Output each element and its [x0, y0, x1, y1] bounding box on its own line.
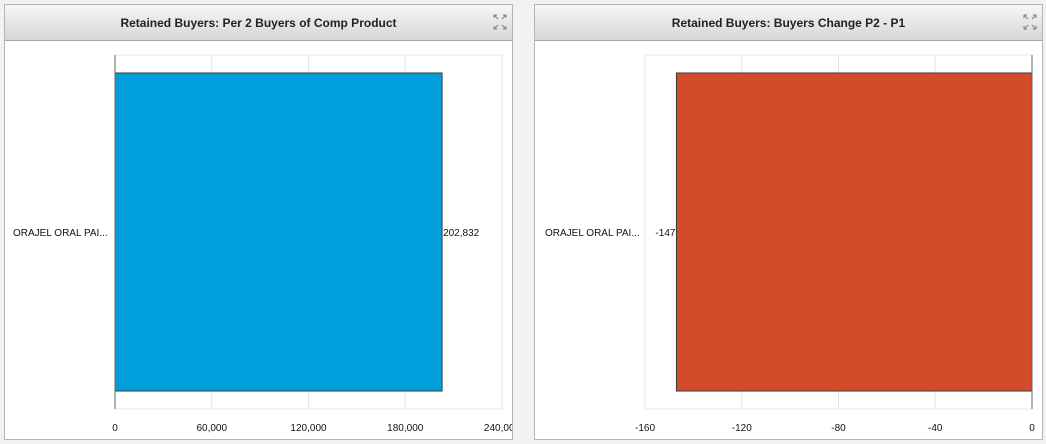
x-tick-label: 60,000 [196, 423, 227, 434]
x-tick-label: -120 [732, 423, 752, 434]
x-tick-label: 240,000 [484, 423, 512, 434]
chart-panel-right: Retained Buyers: Buyers Change P2 - P1 -… [534, 4, 1043, 440]
category-label: ORAJEL ORAL PAI... [13, 228, 108, 239]
bar-chart-buyers: 0 60,000 120,000 180,000 240,000 202,832 ORAJE… [13, 54, 512, 434]
expand-arrows-icon[interactable] [1023, 14, 1037, 30]
panel-header: Retained Buyers: Per 2 Buyers of Comp Pr… [5, 5, 512, 41]
chart-panel-left: Retained Buyers: Per 2 Buyers of Comp Pr… [4, 4, 513, 440]
panel-header: Retained Buyers: Buyers Change P2 - P1 [535, 5, 1042, 41]
bar[interactable] [675, 72, 1033, 392]
bar[interactable] [114, 72, 443, 392]
x-tick-label: 120,000 [290, 423, 327, 434]
expand-arrows-icon[interactable] [493, 14, 507, 30]
x-tick-label: 180,000 [387, 423, 424, 434]
x-tick-label: -40 [928, 423, 943, 434]
bar-value-label: -147 [655, 228, 675, 239]
x-tick-label: 0 [112, 423, 118, 434]
x-tick-label: -80 [831, 423, 846, 434]
bar-value-label: 202,832 [443, 228, 480, 239]
panel-title: Retained Buyers: Per 2 Buyers of Comp Pr… [120, 16, 397, 30]
panel-title: Retained Buyers: Buyers Change P2 - P1 [671, 16, 906, 30]
x-tick-label: -160 [635, 423, 655, 434]
category-label: ORAJEL ORAL PAI... [545, 228, 640, 239]
x-tick-label: 0 [1029, 423, 1035, 434]
bar-chart-buyers-change: -160 -120 -80 -40 0 -147 ORAJEL ORAL PAI... [545, 54, 1035, 434]
